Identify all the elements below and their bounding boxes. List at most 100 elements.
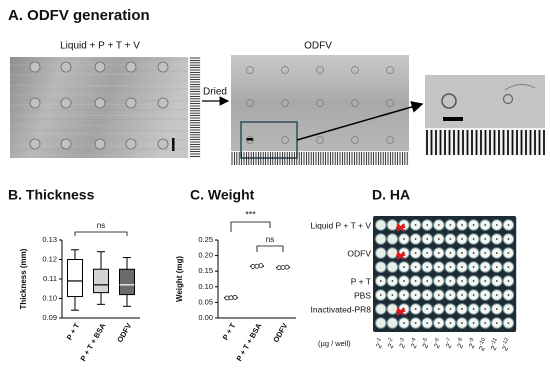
rbc-button — [403, 322, 405, 324]
dried-spot — [351, 66, 359, 74]
dilution-base: 2 — [409, 342, 419, 350]
dilution-base: 2 — [500, 344, 510, 352]
rbc-button — [495, 308, 498, 310]
rbc-button — [507, 322, 510, 324]
droplet — [29, 97, 41, 109]
arrow-label: Dried — [203, 87, 227, 98]
rbc-button — [426, 224, 429, 226]
rbc-button — [403, 238, 405, 240]
rbc-button — [484, 322, 487, 324]
y-tick-label: 0.13 — [42, 235, 57, 244]
rbc-button — [495, 266, 498, 268]
rbc-button — [495, 294, 498, 296]
droplet — [125, 61, 137, 73]
data-point — [224, 295, 230, 301]
rbc-button — [472, 252, 475, 254]
droplet — [94, 61, 106, 73]
streak — [9, 58, 189, 61]
dilution-exponent: -9 — [468, 337, 476, 344]
microneedle-site — [502, 93, 514, 105]
rbc-button — [472, 224, 475, 226]
dried-spot — [246, 99, 254, 107]
endpoint-marker — [396, 223, 406, 232]
rbc-button — [449, 252, 452, 254]
droplet — [29, 61, 41, 73]
rbc-button — [507, 308, 510, 310]
rbc-button — [507, 224, 510, 226]
dried-spot — [386, 66, 394, 74]
dilution-exponent: -7 — [445, 337, 453, 344]
dilution-base: 2 — [455, 342, 465, 350]
dilution-label: 2-11 — [488, 337, 502, 352]
dilution-label: 2-8 — [455, 337, 468, 350]
rbc-button — [484, 224, 487, 226]
rbc-button — [507, 294, 510, 296]
rbc-button — [472, 238, 475, 240]
dilution-label: 2-4 — [408, 337, 421, 350]
dilution-label: 2-9 — [466, 337, 479, 350]
rbc-button — [472, 294, 475, 296]
droplet — [157, 97, 169, 109]
dilution-base: 2 — [467, 342, 477, 350]
rbc-button — [426, 322, 429, 324]
well — [375, 261, 387, 273]
row-label: Inactivated-PR8 — [311, 304, 372, 314]
rbc-button — [461, 294, 463, 296]
dilution-base: 2 — [432, 342, 442, 350]
rbc-button — [414, 238, 417, 240]
y-tick-label: 0.25 — [198, 235, 213, 244]
dilution-exponent: -2 — [387, 337, 395, 344]
rbc-button — [472, 308, 475, 310]
unit-label: (µg / well) — [318, 339, 351, 348]
streak — [9, 88, 189, 91]
y-axis-label: Thickness (mm) — [19, 248, 28, 309]
data-point — [254, 263, 260, 269]
dilution-label: 2-12 — [500, 337, 514, 352]
rbc-button — [437, 224, 440, 226]
dilution-label: 2-2 — [385, 337, 398, 350]
droplet — [125, 97, 137, 109]
rbc-button — [437, 308, 440, 310]
rbc-button — [403, 280, 405, 282]
photo-label: ODFV — [304, 41, 332, 52]
droplet — [29, 138, 41, 150]
rbc-button — [449, 322, 452, 324]
well — [386, 317, 399, 329]
data-point — [228, 295, 234, 301]
rbc-button — [495, 238, 498, 240]
rbc-button — [426, 238, 429, 240]
rbc-button — [449, 224, 452, 226]
rbc-button — [414, 294, 417, 296]
rbc-button — [426, 266, 429, 268]
dilution-exponent: -10 — [478, 337, 487, 347]
rbc-button — [437, 322, 440, 324]
row-label: ODFV — [347, 248, 371, 258]
rbc-button — [449, 266, 452, 268]
rbc-button — [461, 308, 463, 310]
significance-label: ns — [97, 221, 105, 230]
dilution-base: 2 — [397, 342, 407, 350]
dilution-label: 2-1 — [373, 337, 386, 350]
rbc-button — [379, 294, 382, 296]
significance-bracket — [230, 221, 271, 232]
droplet — [94, 138, 106, 150]
x-tick-label: ODFV — [271, 321, 289, 344]
panel-d-title: D. HA — [372, 187, 410, 203]
x-tick-label: P + T + BSA — [234, 321, 263, 363]
x-tick-label: P + T — [221, 321, 238, 341]
well — [375, 247, 387, 259]
well — [386, 247, 399, 259]
droplet — [60, 138, 72, 150]
rbc-button — [391, 294, 394, 296]
dilution-exponent: -6 — [434, 337, 442, 344]
y-tick-label: 0.10 — [42, 293, 57, 302]
dried-spot — [281, 99, 289, 107]
streak — [9, 114, 189, 117]
rbc-button — [461, 238, 463, 240]
rbc-button — [449, 294, 452, 296]
well — [375, 233, 387, 245]
rbc-button — [426, 294, 429, 296]
y-axis-label: Weight (mg) — [175, 256, 184, 302]
y-tick-label: 0.09 — [42, 313, 57, 322]
